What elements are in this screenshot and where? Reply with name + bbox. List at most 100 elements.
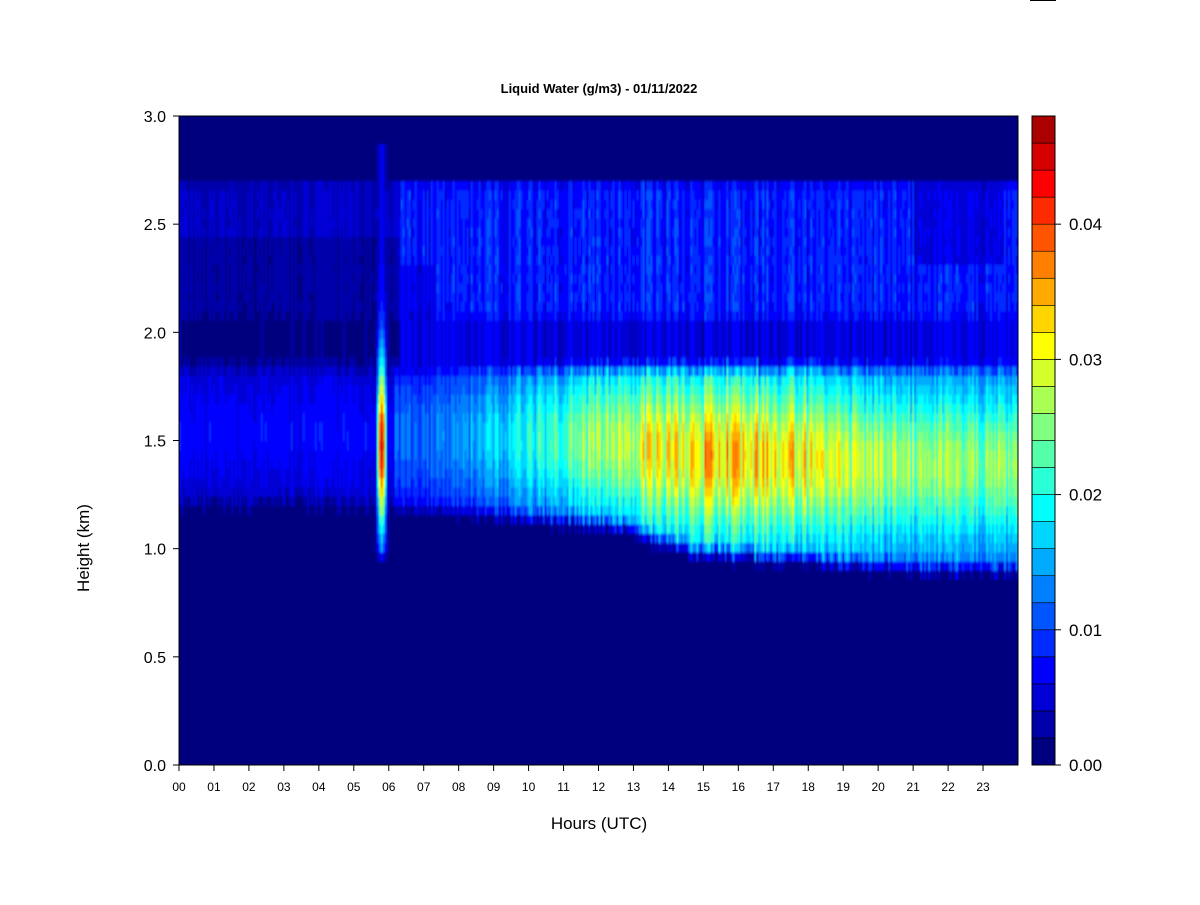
heatmap-cell xyxy=(582,486,586,497)
heatmap-cell xyxy=(270,180,274,238)
heatmap-cell xyxy=(460,264,464,275)
heatmap-cell xyxy=(368,384,372,469)
heatmap-cell xyxy=(738,505,741,516)
heatmap-cell xyxy=(472,255,476,293)
heatmap-cell xyxy=(678,366,681,377)
heatmap-cell xyxy=(646,301,650,321)
heatmap-cell xyxy=(596,217,600,238)
heatmap-cell xyxy=(598,292,602,312)
heatmap-cell xyxy=(192,421,196,451)
heatmap-cell xyxy=(802,190,805,312)
heatmap-cell xyxy=(220,357,224,367)
heatmap-cell xyxy=(742,542,745,553)
heatmap-cell xyxy=(706,542,709,553)
heatmap-cell xyxy=(776,496,779,506)
heatmap-cell xyxy=(712,282,715,293)
heatmap-cell xyxy=(320,384,324,423)
heatmap-cell xyxy=(712,375,715,386)
heatmap-cell xyxy=(734,208,737,228)
heatmap-cell xyxy=(656,236,660,256)
heatmap-cell xyxy=(472,292,476,312)
heatmap-cell xyxy=(784,282,787,293)
heatmap-cell xyxy=(718,375,721,386)
heatmap-cell xyxy=(648,264,652,284)
heatmap-cell xyxy=(798,551,801,562)
heatmap-cell xyxy=(640,459,644,479)
heatmap-cell xyxy=(690,542,693,553)
heatmap-cell xyxy=(396,375,400,386)
heatmap-cell xyxy=(226,496,230,506)
heatmap-cell xyxy=(636,486,640,506)
heatmap-cell xyxy=(782,180,785,201)
heatmap-cell xyxy=(790,357,793,367)
heatmap-cell xyxy=(232,227,236,238)
heatmap-cell xyxy=(566,403,570,414)
heatmap-cell xyxy=(458,190,462,201)
heatmap-cell xyxy=(486,375,490,386)
heatmap-cell xyxy=(486,180,490,219)
heatmap-cell xyxy=(550,310,554,321)
heatmap-cell xyxy=(814,431,817,451)
heatmap-cell xyxy=(404,180,408,265)
heatmap-cell xyxy=(592,468,596,479)
heatmap-cell xyxy=(700,375,703,386)
heatmap-cell xyxy=(698,551,701,562)
heatmap-cell xyxy=(600,384,604,395)
heatmap-cell xyxy=(384,477,388,488)
heatmap-cell xyxy=(712,421,715,432)
heatmap-cell xyxy=(804,403,807,414)
heatmap-cell xyxy=(570,403,574,423)
heatmap-cell xyxy=(340,180,344,191)
heatmap-cell xyxy=(572,357,576,367)
heatmap-cell xyxy=(488,282,492,303)
heatmap-cell xyxy=(650,366,654,377)
heatmap-cell xyxy=(282,190,286,238)
heatmap-cell xyxy=(410,496,414,506)
heatmap-cell xyxy=(648,180,652,191)
heatmap-cell xyxy=(762,561,765,571)
heatmap-cell xyxy=(740,431,743,488)
heatmap-cell xyxy=(586,366,590,377)
heatmap-cell xyxy=(530,236,534,321)
heatmap-cell xyxy=(802,310,805,367)
heatmap-cell xyxy=(678,412,681,423)
heatmap-cell xyxy=(790,459,793,479)
heatmap-cell xyxy=(476,366,480,377)
heatmap-cell xyxy=(464,421,468,451)
heatmap-cell xyxy=(812,366,815,377)
heatmap-cell xyxy=(608,514,612,525)
heatmap-cell xyxy=(708,394,711,405)
heatmap-cell xyxy=(424,412,428,460)
heatmap-cell xyxy=(788,264,791,275)
heatmap-cell xyxy=(712,477,715,488)
heatmap-cell xyxy=(796,394,799,405)
heatmap-cell xyxy=(430,496,434,506)
heatmap-cell xyxy=(652,421,656,469)
heatmap-cell xyxy=(774,542,777,553)
heatmap-cell xyxy=(548,282,552,293)
heatmap-cell xyxy=(638,514,642,525)
heatmap-cell xyxy=(814,375,817,386)
heatmap-cell xyxy=(548,412,552,469)
heatmap-cell xyxy=(470,301,474,312)
heatmap-cell xyxy=(628,394,632,405)
heatmap-cell xyxy=(546,496,550,506)
heatmap-cell xyxy=(488,412,492,451)
heatmap-cell xyxy=(652,403,656,414)
heatmap-cell xyxy=(192,496,196,506)
heatmap-cell xyxy=(686,190,689,210)
heatmap-cell xyxy=(298,486,302,497)
heatmap-cell xyxy=(778,551,781,562)
heatmap-cell xyxy=(572,208,576,228)
heatmap-cell xyxy=(668,403,672,414)
heatmap-cell xyxy=(740,384,743,395)
heatmap-cell xyxy=(676,514,680,525)
heatmap-cell xyxy=(744,514,747,525)
heatmap-cell xyxy=(686,319,689,358)
heatmap-cell xyxy=(762,431,765,442)
heatmap-cell xyxy=(718,486,721,497)
heatmap-cell xyxy=(766,542,769,553)
heatmap-cell xyxy=(678,505,681,525)
heatmap-cell xyxy=(186,357,190,367)
heatmap-cell xyxy=(262,180,266,238)
